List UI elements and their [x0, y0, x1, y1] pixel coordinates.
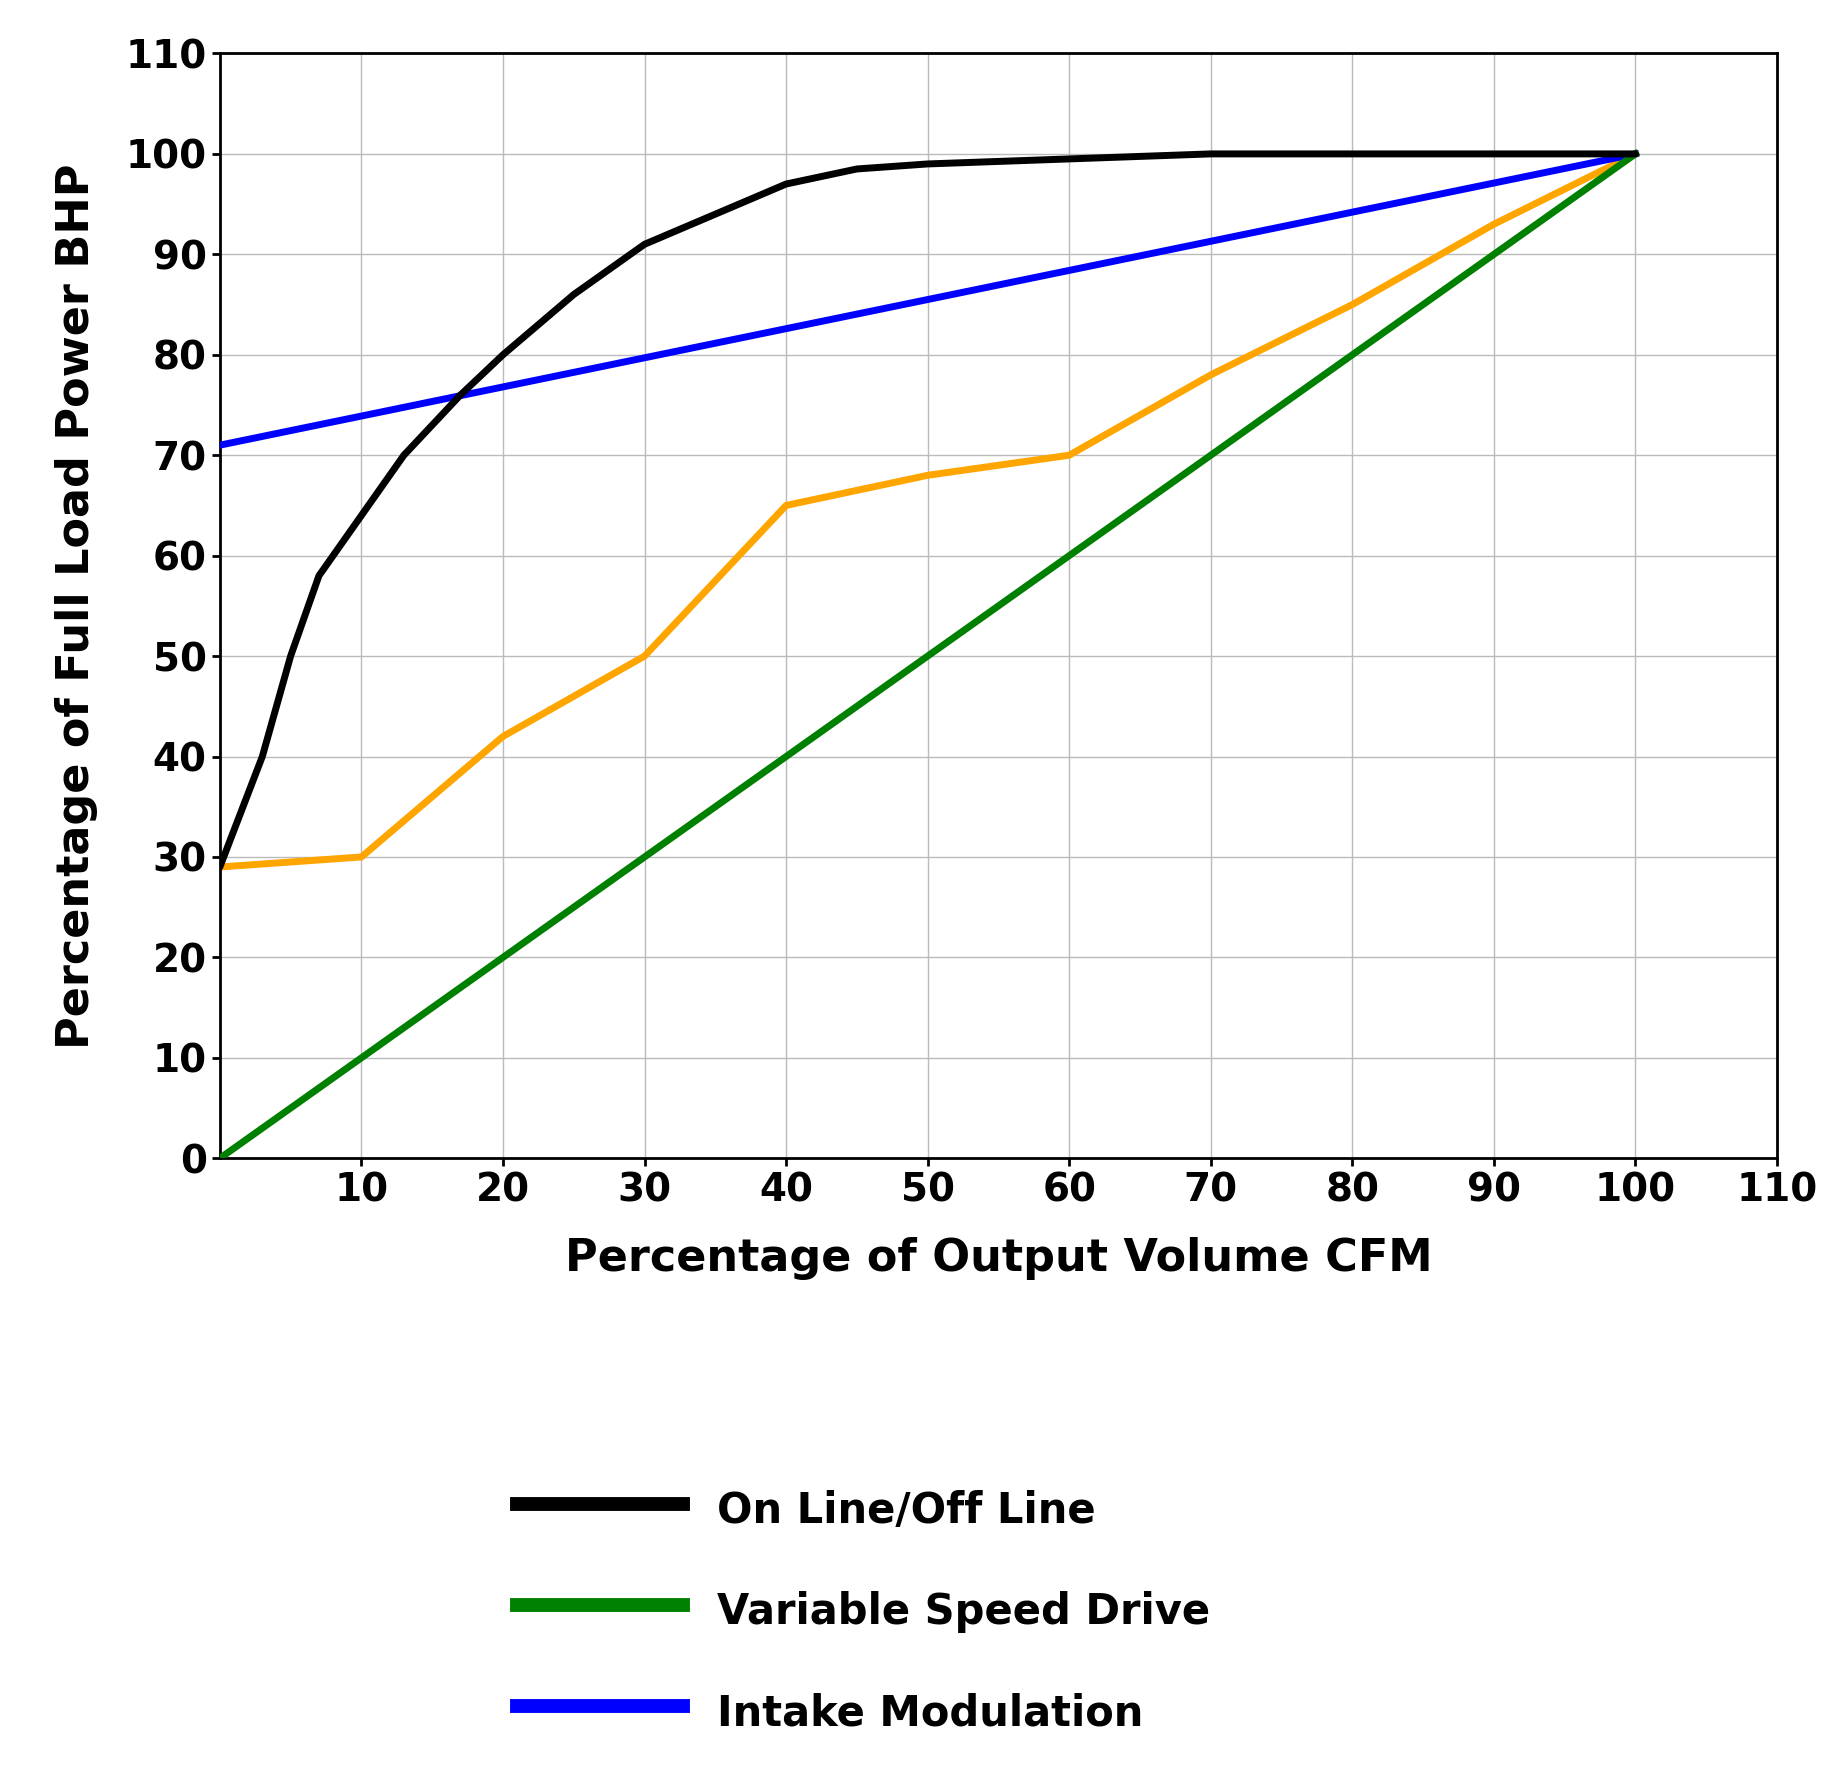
Y-axis label: Percentage of Full Load Power BHP: Percentage of Full Load Power BHP [55, 164, 97, 1048]
Legend: On Line/Off Line, Variable Speed Drive, Intake Modulation, Geometry Control: On Line/Off Line, Variable Speed Drive, … [500, 1468, 1227, 1782]
X-axis label: Percentage of Output Volume CFM: Percentage of Output Volume CFM [564, 1237, 1433, 1279]
